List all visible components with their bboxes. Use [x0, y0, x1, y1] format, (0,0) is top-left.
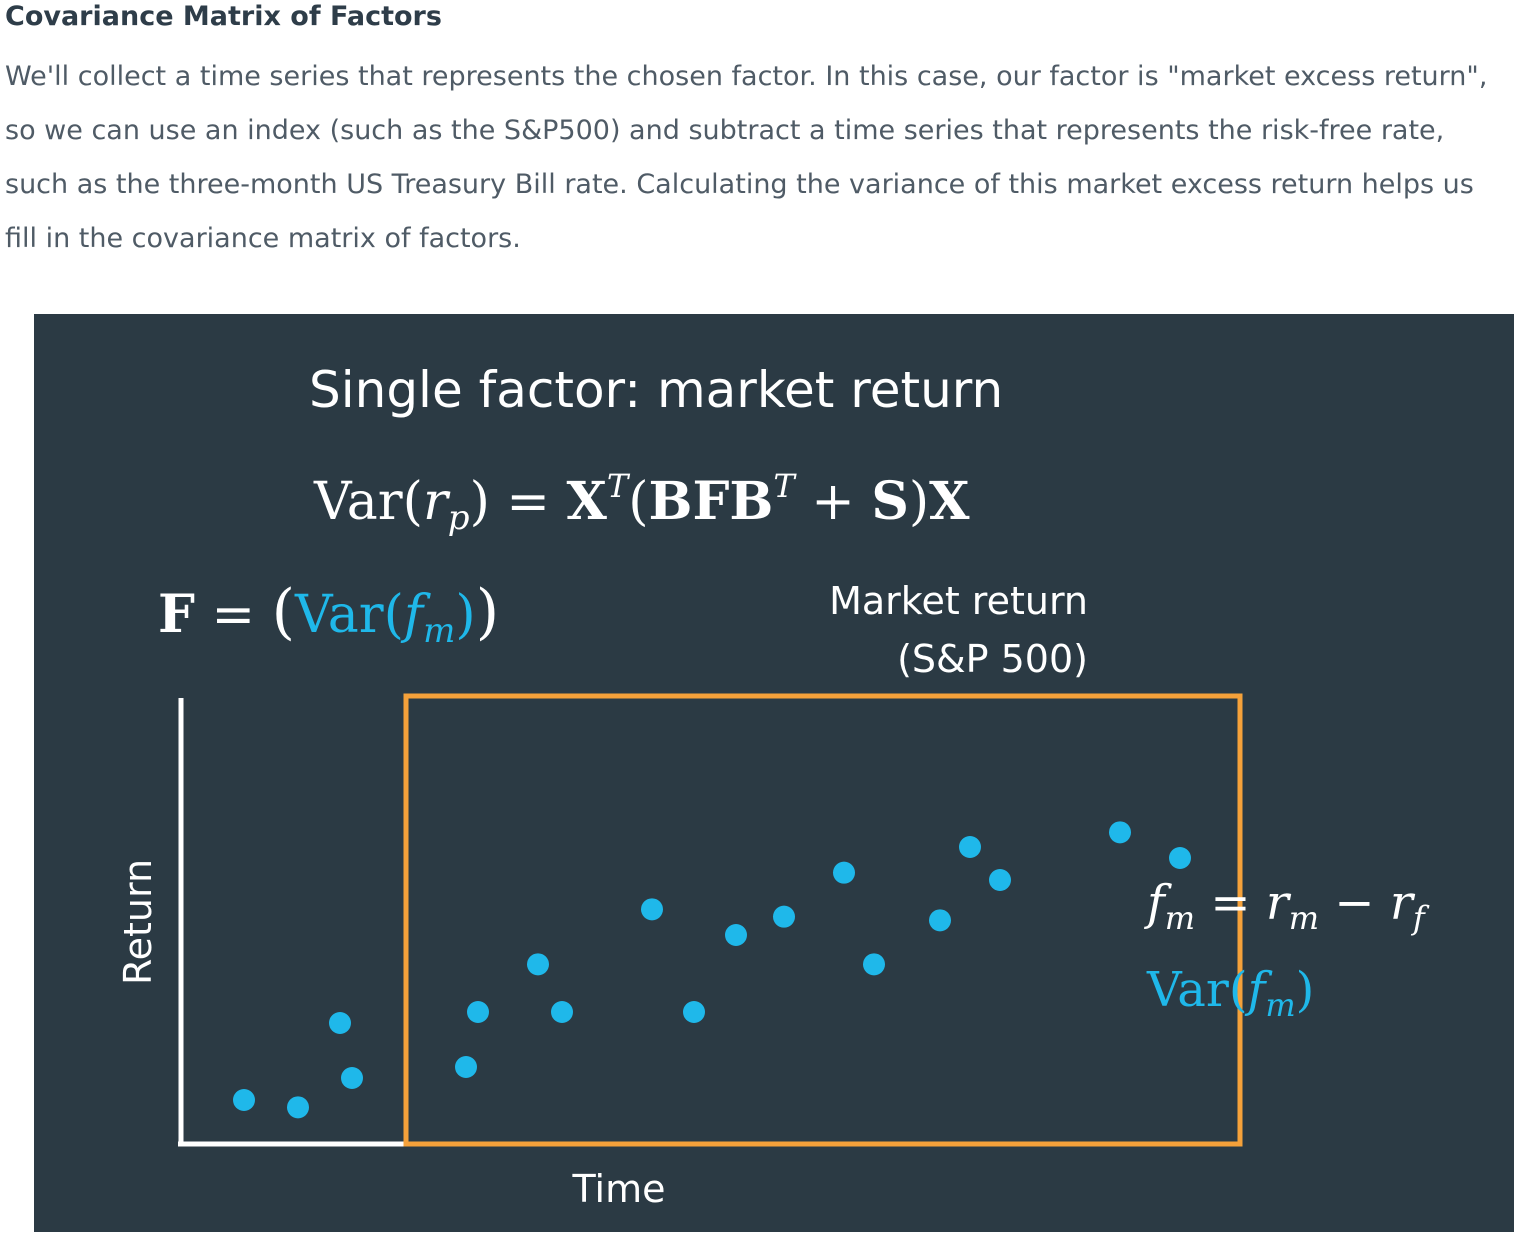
var-fm-formula: Var(fm) [1146, 962, 1314, 1024]
scatter-point [329, 1012, 351, 1034]
section-paragraph: We'll collect a time series that represe… [5, 61, 1488, 254]
scatter-point [287, 1096, 309, 1119]
scatter-point [959, 836, 981, 858]
scatter-point [929, 909, 951, 932]
scatter-point [341, 1067, 363, 1089]
scatter-point [455, 1056, 477, 1078]
section-title: Covariance Matrix of Factors [5, 1, 442, 32]
scatter-point [683, 1001, 705, 1023]
f-matrix-formula: F = (Var(fm)) [158, 577, 499, 651]
scatter-point [863, 953, 885, 976]
scatter-point [833, 861, 855, 884]
factor-figure: Single factor: market return Var(rp) = X… [34, 314, 1514, 1232]
sp500-label: (S&P 500) [897, 637, 1088, 681]
market-return-label: Market return [829, 579, 1088, 623]
x-axis-label: Time [572, 1167, 666, 1211]
scatter-point [467, 1001, 489, 1023]
variance-formula: Var(rp) = XT(BFBT + S)X [313, 467, 970, 538]
scatter-point [1169, 847, 1191, 869]
scatter-point [989, 869, 1011, 891]
scatter-point [233, 1089, 255, 1111]
factor-figure-svg: Single factor: market return Var(rp) = X… [116, 361, 1430, 1211]
scatter-point [773, 905, 795, 928]
scatter-point [551, 1001, 573, 1023]
figure-title: Single factor: market return [309, 361, 1003, 419]
scatter-point [641, 898, 663, 921]
market-window-box [403, 693, 1243, 1147]
scatter-point [1109, 821, 1131, 844]
scatter-points [233, 821, 1191, 1119]
scatter-point [725, 924, 747, 946]
excess-return-formula: fm = rm − rf [1144, 875, 1430, 937]
scatter-point [527, 953, 549, 976]
y-axis-label: Return [116, 859, 160, 985]
